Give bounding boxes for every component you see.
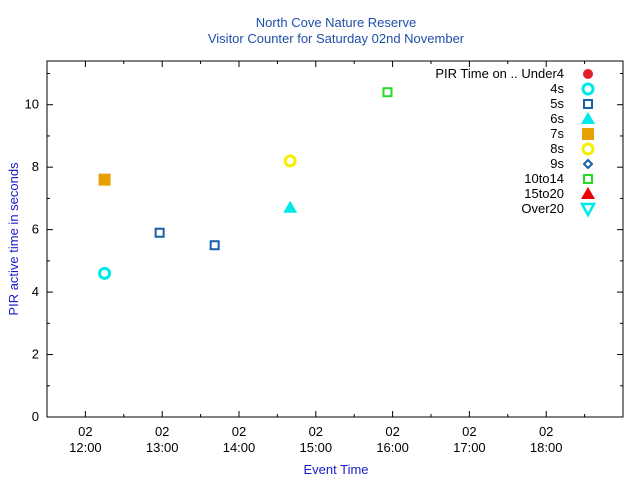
legend-series-name: 9s — [550, 156, 564, 171]
x-tick-day: 02 — [539, 424, 553, 439]
x-tick-day: 02 — [155, 424, 169, 439]
x-tick-day: 02 — [232, 424, 246, 439]
legend-header: PIR Time on .. — [435, 66, 521, 81]
data-points — [98, 87, 393, 280]
y-tick-label: 0 — [32, 409, 39, 424]
y-tick-label: 8 — [32, 159, 39, 174]
chart-subtitle: Visitor Counter for Saturday 02nd Novemb… — [208, 31, 465, 46]
x-tick-time: 12:00 — [69, 440, 102, 455]
y-tick-label: 4 — [32, 284, 39, 299]
legend-label: 8s — [550, 141, 564, 156]
legend-label: 4s — [550, 81, 564, 96]
x-axis-label: Event Time — [303, 462, 368, 477]
legend-series-name: 6s — [550, 111, 564, 126]
legend-marker — [582, 158, 594, 170]
legend-label: Over20 — [521, 201, 564, 216]
x-axis: 0212:000213:000214:000215:000216:000217:… — [46, 61, 586, 455]
data-point — [98, 173, 111, 186]
legend-series-name: 5s — [550, 96, 564, 111]
x-tick-time: 14:00 — [223, 440, 256, 455]
x-tick-day: 02 — [462, 424, 476, 439]
chart-title: North Cove Nature Reserve — [256, 15, 416, 30]
legend: PIR Time on .. Under44s5s6s7s8s9s10to141… — [435, 66, 597, 218]
legend-label: PIR Time on .. Under4 — [435, 66, 564, 81]
data-point — [283, 154, 297, 168]
plot-frame — [46, 60, 624, 418]
x-tick-day: 02 — [78, 424, 92, 439]
legend-marker — [579, 202, 597, 218]
data-point — [382, 87, 393, 98]
legend-series-name: Over20 — [521, 201, 564, 216]
legend-label: 15to20 — [524, 186, 564, 201]
legend-marker — [583, 99, 593, 109]
legend-series-name: Under4 — [521, 66, 564, 81]
legend-label: 7s — [550, 126, 564, 141]
legend-marker — [581, 112, 595, 124]
legend-marker — [581, 142, 595, 156]
data-point — [283, 200, 298, 213]
legend-marker — [583, 174, 593, 184]
legend-label: 6s — [550, 111, 564, 126]
data-point — [209, 240, 220, 251]
x-tick-time: 18:00 — [530, 440, 563, 455]
legend-series-name: 7s — [550, 126, 564, 141]
x-tick-time: 17:00 — [453, 440, 486, 455]
legend-marker — [582, 128, 594, 140]
x-tick-day: 02 — [309, 424, 323, 439]
y-tick-label: 10 — [25, 97, 39, 112]
data-point — [98, 266, 112, 280]
y-tick-label: 2 — [32, 347, 39, 362]
legend-label: 5s — [550, 96, 564, 111]
legend-marker — [581, 187, 595, 199]
legend-marker — [581, 82, 595, 96]
legend-series-name: 15to20 — [524, 186, 564, 201]
x-tick-time: 13:00 — [146, 440, 179, 455]
data-point — [154, 227, 165, 238]
legend-series-name: 4s — [550, 81, 564, 96]
legend-marker — [583, 69, 593, 79]
legend-series-name: 8s — [550, 141, 564, 156]
x-tick-time: 16:00 — [376, 440, 409, 455]
x-tick-day: 02 — [385, 424, 399, 439]
legend-label: 10to14 — [524, 171, 564, 186]
y-axis: 0 2 4 6 8 10 — [25, 72, 623, 424]
y-tick-label: 6 — [32, 222, 39, 237]
legend-series-name: 10to14 — [524, 171, 564, 186]
x-tick-time: 15:00 — [300, 440, 333, 455]
legend-label: 9s — [550, 156, 564, 171]
y-axis-label: PIR active time in seconds — [6, 162, 21, 316]
